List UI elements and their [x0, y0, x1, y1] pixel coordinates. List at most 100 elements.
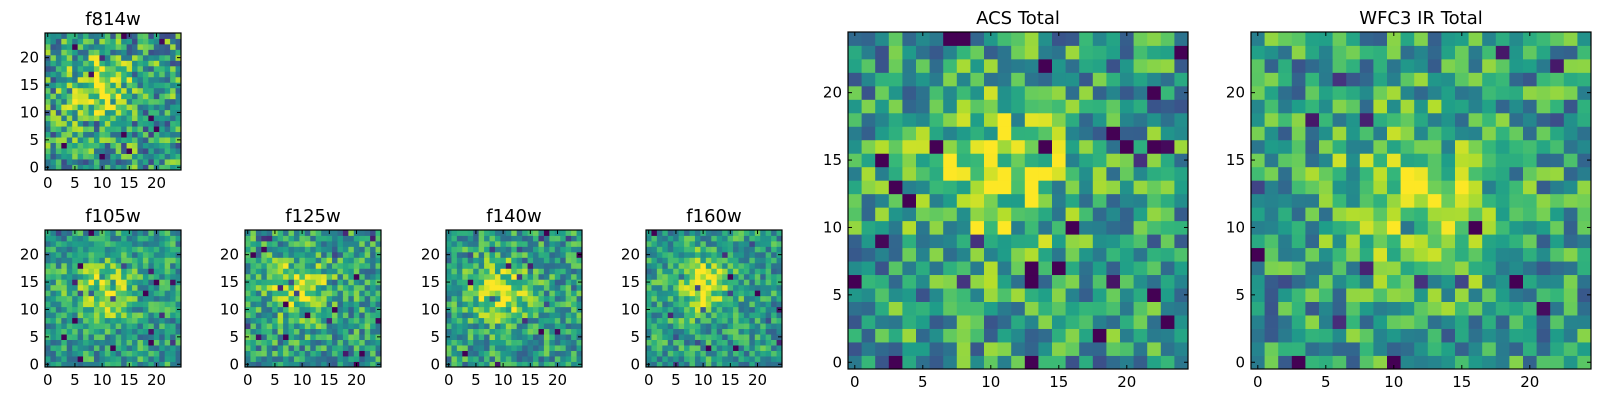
heatmap-cell: [164, 230, 171, 236]
heatmap-cell: [1011, 220, 1026, 235]
heatmap-cell: [164, 126, 171, 133]
heatmap-cell: [543, 328, 550, 335]
heatmap-cell: [1160, 315, 1175, 329]
heatmap-cell: [694, 328, 701, 335]
heatmap-cell: [776, 312, 783, 319]
heatmap-cell: [83, 262, 89, 269]
heatmap-cell: [984, 328, 998, 343]
heatmap-cell: [88, 240, 95, 247]
heatmap-cell: [148, 164, 155, 171]
heatmap-cell: [159, 246, 166, 253]
heatmap-cell: [1468, 99, 1483, 114]
heatmap-cell: [527, 240, 534, 247]
heatmap-cell: [342, 290, 349, 297]
heatmap-cell: [511, 323, 518, 330]
heatmap-cell: [1563, 355, 1578, 370]
heatmap-cell: [754, 295, 761, 302]
heatmap-cell: [1264, 45, 1279, 60]
heatmap-cell: [315, 230, 322, 236]
heatmap-cell: [326, 350, 333, 357]
heatmap-cell: [359, 339, 366, 346]
heatmap-cell: [997, 261, 1012, 276]
heatmap-cell: [673, 356, 680, 362]
heatmap-cell: [126, 356, 133, 362]
heatmap-cell: [1079, 58, 1094, 73]
heatmap-cell: [1441, 207, 1456, 222]
heatmap-cell: [304, 284, 311, 291]
heatmap-cell: [738, 279, 745, 286]
heatmap-cell: [261, 268, 268, 275]
heatmap-cell: [142, 262, 149, 269]
heatmap-cell: [1400, 234, 1415, 249]
heatmap-cell: [1160, 139, 1175, 154]
heatmap-cell: [571, 273, 577, 280]
heatmap-cell: [164, 284, 171, 291]
heatmap-cell: [722, 268, 728, 275]
heatmap-cell: [560, 262, 567, 269]
heatmap-cell: [304, 350, 311, 357]
heatmap-cell: [148, 159, 155, 165]
heatmap-cell: [662, 361, 669, 368]
heatmap-cell: [1106, 112, 1121, 127]
heatmap-cell: [121, 137, 127, 143]
heatmap-cell: [348, 361, 355, 368]
heatmap-cell: [1332, 288, 1347, 302]
heatmap-cell: [705, 361, 712, 368]
heatmap-cell: [484, 268, 490, 275]
heatmap-cell: [1536, 234, 1551, 249]
heatmap-cell: [478, 257, 485, 264]
heatmap-cell: [743, 339, 750, 346]
heatmap-cell: [370, 290, 376, 297]
heatmap-cell: [997, 32, 1012, 46]
heatmap-cell: [749, 290, 756, 297]
heatmap-cell: [272, 251, 279, 258]
heatmap-cell: [115, 290, 122, 297]
heatmap-cell: [984, 274, 998, 289]
heatmap-cell: [760, 279, 767, 286]
heatmap-cell: [711, 295, 718, 302]
x-tick-label: 20: [147, 371, 166, 389]
heatmap-cell: [1387, 261, 1401, 276]
heatmap-cell: [1038, 355, 1053, 370]
heatmap-cell: [1052, 153, 1066, 168]
heatmap-cell: [55, 120, 62, 127]
heatmap-cell: [159, 115, 166, 122]
heatmap-cell: [489, 334, 496, 340]
heatmap-cell: [126, 71, 133, 78]
heatmap-cell: [1160, 234, 1175, 249]
heatmap-cell: [1133, 247, 1148, 262]
heatmap-cell: [175, 148, 182, 154]
heatmap-cell: [916, 301, 930, 316]
heatmap-cell: [705, 356, 712, 362]
heatmap-cell: [261, 290, 268, 297]
heatmap-cell: [88, 356, 95, 362]
heatmap-cell: [126, 98, 133, 105]
heatmap-cell: [1523, 342, 1537, 356]
heatmap-cell: [132, 323, 138, 330]
heatmap-cell: [1011, 58, 1026, 73]
heatmap-cell: [576, 345, 583, 351]
heatmap-cell: [727, 273, 734, 280]
heatmap-cell: [164, 251, 171, 258]
heatmap-cell: [326, 268, 333, 275]
heatmap-cell: [684, 240, 690, 247]
heatmap-cell: [970, 315, 985, 329]
heatmap-cell: [538, 361, 545, 368]
heatmap-cell: [66, 109, 73, 116]
heatmap-cell: [716, 334, 723, 340]
heatmap-cell: [61, 268, 68, 275]
heatmap-cell: [88, 126, 95, 133]
heatmap-cell: [1174, 261, 1189, 276]
heatmap-cell: [61, 317, 68, 324]
heatmap-cell: [93, 334, 100, 340]
heatmap-cell: [543, 284, 550, 291]
heatmap-cell: [984, 139, 998, 154]
heatmap-cell: [132, 82, 138, 89]
heatmap-cell: [1120, 166, 1134, 181]
heatmap-cell: [72, 38, 79, 45]
heatmap-cell: [1346, 193, 1361, 208]
heatmap-cell: [83, 361, 89, 368]
heatmap-cell: [560, 246, 567, 253]
heatmap-cell: [110, 312, 117, 319]
